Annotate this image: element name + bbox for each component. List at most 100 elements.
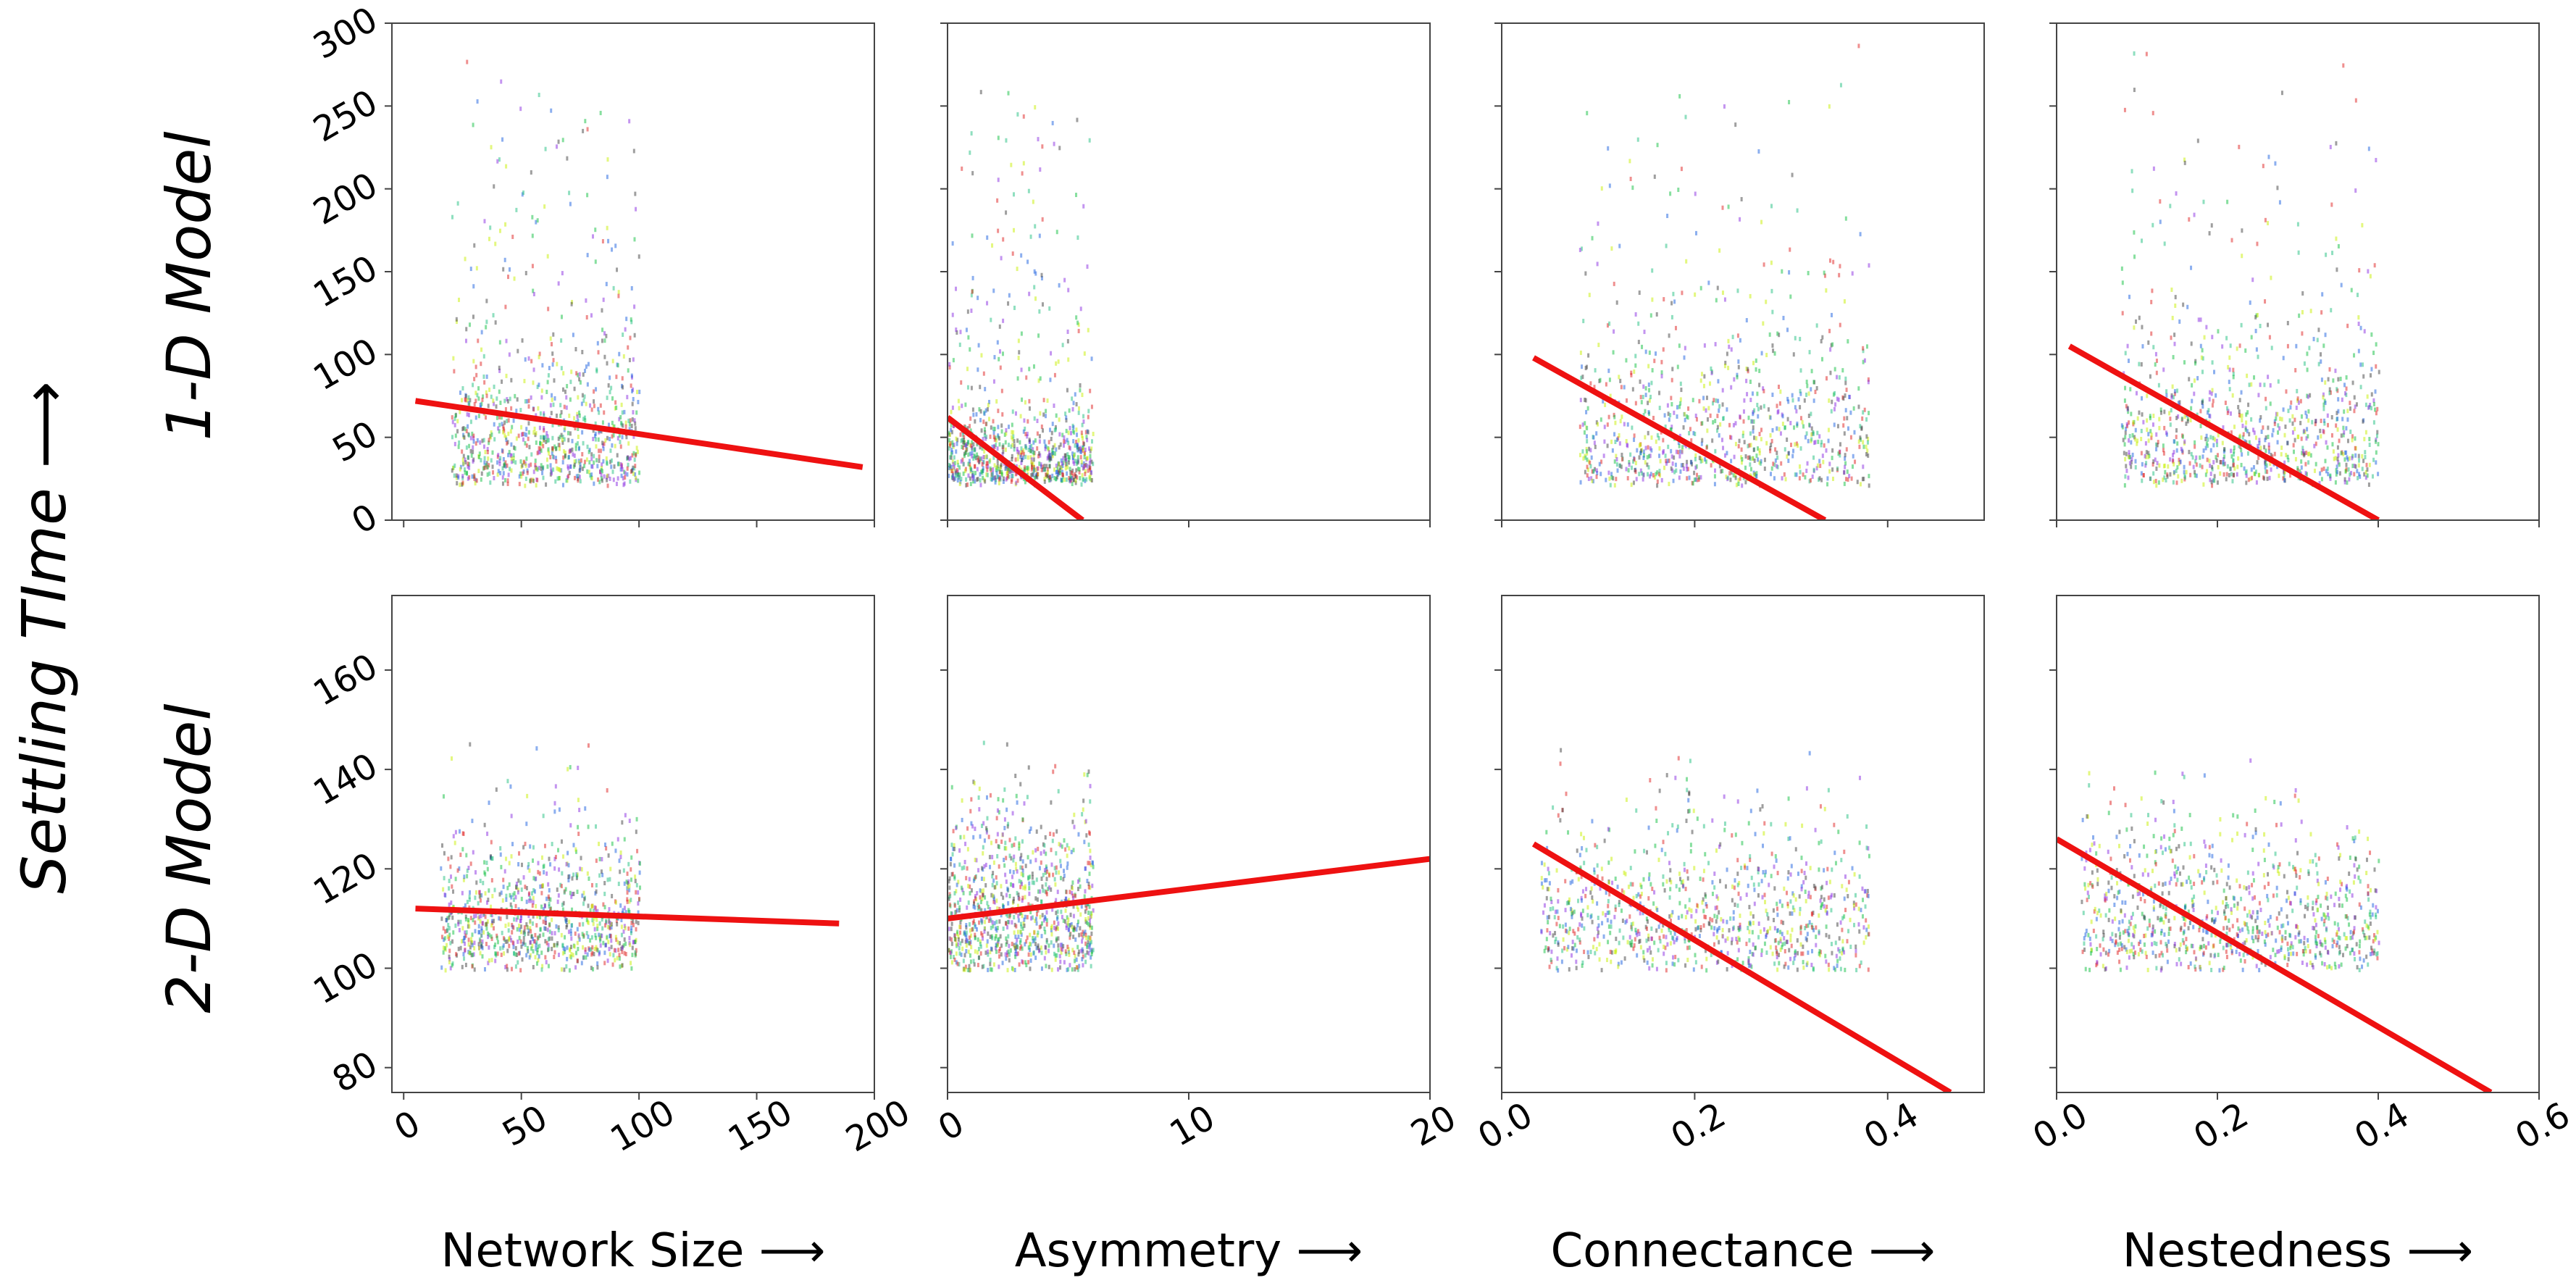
scatter-point	[1780, 461, 1783, 466]
scatter-point	[501, 448, 503, 453]
scatter-point	[586, 382, 589, 387]
scatter-point	[1058, 953, 1061, 958]
scatter-point	[622, 482, 625, 488]
scatter-point	[1066, 471, 1069, 476]
x-tick-label: 200	[839, 1092, 916, 1160]
scatter-point	[1621, 457, 1624, 462]
scatter-point	[1805, 431, 1808, 436]
scatter-point	[541, 882, 544, 887]
scatter-point	[1016, 456, 1019, 461]
scatter-point	[2155, 483, 2158, 488]
scatter-point	[1042, 918, 1045, 923]
scatter-point	[1831, 342, 1834, 347]
scatter-point	[1033, 285, 1036, 290]
scatter-point	[1753, 472, 1756, 477]
scatter-point	[1000, 472, 1003, 477]
scatter-point	[2201, 464, 2204, 469]
scatter-point	[2329, 476, 2332, 481]
scatter-point	[1052, 451, 1055, 456]
scatter-point	[1585, 409, 1588, 414]
scatter-point	[1063, 869, 1066, 874]
scatter-point	[1791, 454, 1794, 459]
scatter-point	[1007, 301, 1010, 306]
scatter-point	[564, 389, 566, 394]
scatter-point	[2346, 480, 2349, 485]
scatter-point	[992, 435, 995, 440]
scatter-point	[480, 928, 483, 933]
scatter-point	[620, 932, 623, 937]
scatter-point	[1657, 472, 1660, 477]
scatter-point	[543, 413, 545, 418]
scatter-point	[1607, 146, 1610, 151]
scatter-point	[505, 338, 508, 343]
scatter-point	[1589, 381, 1592, 386]
scatter-point	[1598, 461, 1601, 467]
scatter-point	[1862, 346, 1865, 351]
scatter-point	[1075, 315, 1078, 320]
scatter-point	[614, 958, 616, 963]
scatter-point	[1685, 464, 1688, 469]
scatter-point	[1084, 819, 1087, 824]
scatter-point	[538, 933, 541, 938]
scatter-point	[973, 448, 976, 453]
scatter-point	[569, 397, 572, 402]
scatter-point	[577, 831, 580, 836]
scatter-point	[967, 335, 970, 340]
scatter-point	[2123, 107, 2126, 112]
scatter-point	[569, 928, 572, 933]
scatter-point	[2202, 199, 2205, 204]
scatter-point	[1852, 406, 1855, 411]
scatter-point	[1710, 370, 1713, 375]
scatter-point	[2320, 377, 2323, 383]
scatter-point	[471, 474, 474, 479]
scatter-point	[1066, 452, 1069, 457]
scatter-point	[1658, 454, 1661, 459]
scatter-point	[561, 482, 564, 488]
scatter-point	[2256, 460, 2259, 465]
scatter-point	[557, 467, 560, 472]
scatter-point	[569, 955, 572, 960]
scatter-point	[452, 889, 455, 894]
scatter-point	[618, 941, 621, 946]
scatter-point	[2336, 456, 2339, 461]
scatter-point	[2173, 461, 2175, 467]
scatter-point	[1028, 881, 1031, 886]
scatter-point	[543, 426, 545, 431]
scatter-point	[2254, 472, 2257, 477]
scatter-point	[992, 419, 995, 424]
scatter-point	[581, 452, 584, 457]
scatter-point	[1072, 401, 1075, 406]
scatter-point	[1596, 262, 1599, 267]
scatter-point	[1072, 439, 1075, 444]
scatter-point	[984, 926, 987, 931]
scatter-point	[1004, 466, 1007, 471]
scatter-point	[1613, 432, 1616, 437]
scatter-point	[463, 874, 466, 879]
scatter-points	[451, 59, 641, 488]
scatter-point	[2123, 442, 2126, 447]
scatter-point	[2186, 304, 2189, 309]
scatter-point	[951, 440, 954, 445]
scatter-point	[491, 893, 494, 898]
scatter-point	[2293, 438, 2296, 443]
scatter-point	[1084, 478, 1087, 483]
scatter-point	[2142, 419, 2145, 425]
scatter-point	[2196, 376, 2199, 381]
scatter-point	[1600, 459, 1603, 464]
scatter-point	[1628, 462, 1631, 467]
scatter-point	[970, 945, 973, 950]
x-tick-label: 100	[603, 1092, 681, 1160]
scatter-point	[521, 463, 524, 468]
scatter-point	[518, 935, 521, 940]
scatter-point	[2180, 446, 2183, 451]
scatter-point	[480, 405, 482, 410]
scatter-point	[635, 919, 637, 924]
scatter-point	[620, 464, 623, 469]
scatter-point	[625, 317, 628, 322]
scatter-point	[1034, 956, 1037, 961]
scatter-point	[1041, 144, 1044, 149]
scatter-point	[1046, 398, 1049, 403]
scatter-point	[1623, 422, 1626, 427]
scatter-point	[1847, 477, 1849, 482]
scatter-point	[517, 951, 520, 956]
